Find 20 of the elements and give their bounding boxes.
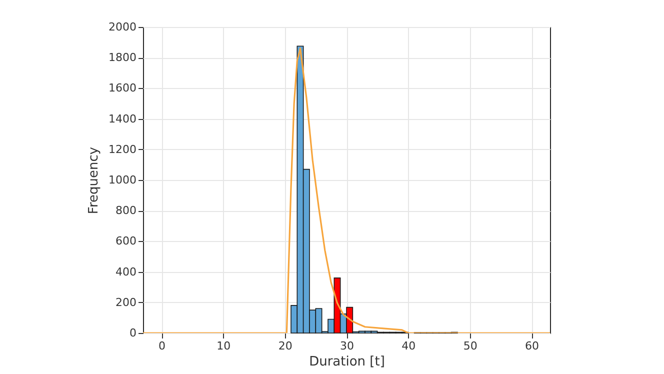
y-tick-label: 600 <box>116 234 136 248</box>
y-tick-label: 2000 <box>108 20 136 34</box>
y-tick-label: 0 <box>130 326 136 340</box>
y-tick-label: 800 <box>116 204 136 218</box>
y-tick-label: 1800 <box>108 51 136 64</box>
y-tick-label: 200 <box>116 296 136 309</box>
y-tick-label: 1600 <box>108 82 136 95</box>
y-tick-label: 1000 <box>108 174 136 186</box>
y-tick-label: 1400 <box>108 112 136 126</box>
y-tick-label: 1200 <box>108 142 136 156</box>
x-tick-label: 0 <box>158 340 166 352</box>
x-tick-label: 10 <box>216 340 231 352</box>
x-tick-label: 20 <box>278 340 292 352</box>
y-axis-title: Frequency <box>86 146 102 214</box>
x-tick-label: 50 <box>463 340 478 352</box>
x-axis-title: Duration [t] <box>309 354 385 370</box>
x-tick-label: 30 <box>340 340 354 352</box>
y-tick-label: 400 <box>116 265 136 278</box>
x-tick-label: 60 <box>525 340 539 352</box>
x-tick-label: 40 <box>402 340 416 352</box>
